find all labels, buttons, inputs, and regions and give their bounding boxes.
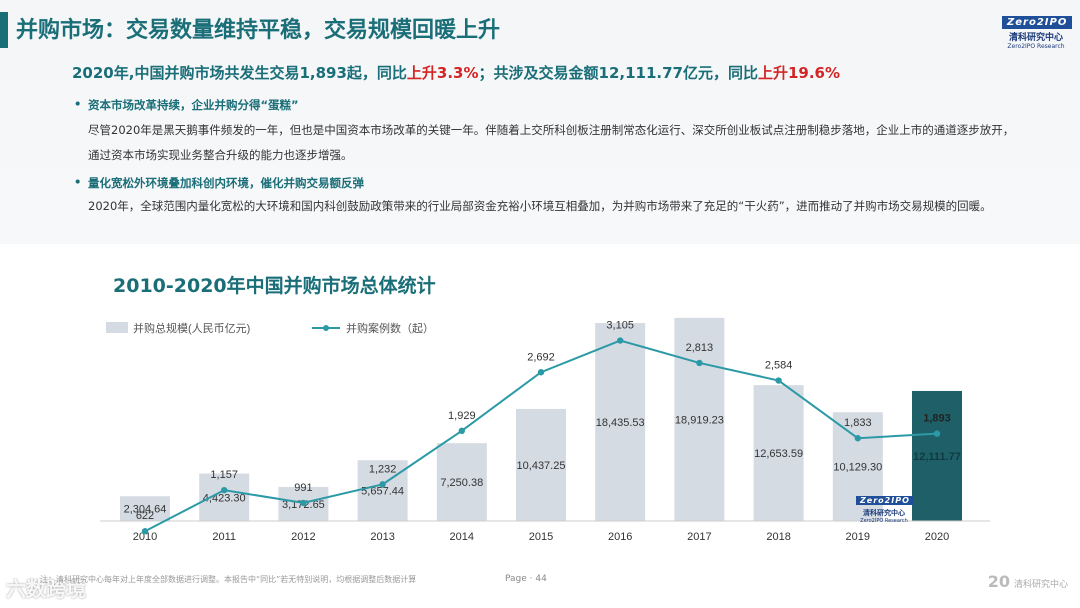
bar-2011	[199, 473, 250, 521]
top-background	[0, 0, 1080, 244]
point-label-2017: 2,813	[686, 342, 714, 354]
x-tick-2018: 2018	[766, 531, 790, 543]
chart-title: 2010-2020年中国并购市场总体统计	[113, 275, 436, 297]
point-2014	[458, 427, 465, 435]
chart-logo-mark: Zero2IPO	[856, 496, 914, 505]
bullet-1-title: 资本市场改革持续，企业并购分得“蛋糕”	[74, 97, 299, 113]
point-2020	[933, 430, 941, 437]
bar-2010	[120, 496, 170, 521]
bullet-1-text: 尽管2020年是黑天鹅事件频发的一年，但也是中国资本市场改革的关键一年。伴随着上…	[88, 123, 1015, 162]
page-title: 并购市场：交易数量维持平稳，交易规模回暖上升	[16, 18, 501, 43]
bar-label-2020: 12,111.77	[913, 451, 961, 463]
x-tick-2012: 2012	[291, 531, 315, 543]
logo-en-text: Zero2IPO Research	[1007, 43, 1065, 50]
legend-bar-swatch	[106, 322, 128, 333]
point-label-2010: 622	[136, 510, 154, 522]
x-tick-2019: 2019	[846, 531, 870, 543]
legend-line-marker	[323, 325, 329, 331]
point-2015	[537, 369, 545, 376]
bar-2013	[357, 460, 408, 521]
headline-part1: 2020年,中国并购市场共发生交易1,893起，同比	[72, 64, 407, 82]
zero2ipo-logo: Zero2IPO 清科研究中心 Zero2IPO Research	[1002, 10, 1073, 50]
bar-2020	[912, 390, 962, 521]
bullet-2-title: 量化宽松外环境叠加科创内环境，催化并购交易额反弹	[74, 175, 364, 191]
headline-red1: 上升3.3%	[406, 64, 479, 82]
bar-label-2010: 2,304.64	[124, 504, 167, 516]
point-label-2011: 1,157	[210, 469, 238, 481]
point-label-2013: 1,232	[369, 463, 397, 475]
bar-2015	[516, 408, 566, 521]
chart-logo-cn: 清科研究中心	[863, 509, 905, 517]
point-label-2018: 2,584	[765, 360, 793, 372]
bullet-2-text: 2020年，全球范围内量化宽松的大环境和国内科创鼓励政策带来的行业局部资金充裕小…	[88, 199, 992, 213]
point-2012	[300, 499, 307, 507]
bar-label-2014: 7,250.38	[440, 477, 483, 489]
point-2013	[379, 481, 386, 488]
footer-brand-number: 20	[987, 572, 1010, 591]
bar-label-2019: 10,129.30	[833, 462, 882, 474]
logo-mark: Zero2IPO	[1002, 16, 1073, 29]
headline-red2: 上升19.6%	[757, 64, 841, 82]
legend-line-label: 并购案例数（起）	[346, 321, 434, 335]
point-2010	[141, 528, 149, 535]
bar-2017	[674, 317, 725, 521]
x-tick-2014: 2014	[450, 531, 474, 543]
bar-label-2016: 18,435.53	[596, 417, 645, 429]
bar-label-2013: 5,657.44	[361, 486, 404, 498]
point-label-2016: 3,105	[606, 320, 634, 332]
x-tick-2020: 2020	[925, 531, 949, 543]
chart-logo-en: Zero2IPO Research	[860, 518, 908, 524]
footer-note: 注：清科研究中心每年对上年度全部数据进行调整。本报告中“同比”若无特别说明，均根…	[40, 575, 417, 584]
point-label-2020: 1,893	[923, 413, 951, 425]
bar-label-2018: 12,653.59	[754, 448, 803, 460]
footer-brand: 20 清科研究中心	[988, 572, 1068, 591]
point-2011	[221, 486, 228, 494]
point-2018	[775, 377, 782, 384]
x-tick-2017: 2017	[687, 531, 711, 543]
headline-part2: ；共涉及交易金额12,111.77亿元，同比	[478, 64, 758, 82]
point-2016	[617, 337, 624, 344]
bar-label-2017: 18,919.23	[675, 414, 724, 426]
x-tick-2013: 2013	[370, 531, 394, 543]
headline: 2020年,中国并购市场共发生交易1,893起，同比上升3.3%；共涉及交易金额…	[72, 62, 840, 83]
bar-2016	[595, 323, 646, 521]
point-label-2015: 2,692	[527, 351, 555, 363]
logo-cn-text: 清科研究中心	[1008, 33, 1063, 43]
bar-2018	[753, 385, 804, 521]
point-label-2019: 1,833	[844, 417, 872, 429]
footer-brand-text: 清科研究中心	[1013, 580, 1068, 590]
page-number: Page · 44	[505, 574, 547, 584]
point-2019	[854, 435, 861, 442]
watermark-logo: 六数跨境	[6, 577, 86, 601]
point-label-2014: 1,929	[448, 410, 476, 422]
x-tick-2015: 2015	[529, 531, 553, 543]
x-tick-2010: 2010	[133, 531, 157, 543]
title-accent-bar	[0, 12, 8, 48]
chart-logo: Zero2IPO 清科研究中心 Zero2IPO Research	[856, 488, 914, 524]
bar-label-2015: 10,437.25	[517, 460, 566, 472]
x-tick-2011: 2011	[212, 531, 236, 543]
x-tick-2016: 2016	[608, 531, 632, 543]
point-2017	[696, 359, 703, 367]
point-label-2012: 991	[294, 482, 312, 494]
legend-bar-label: 并购总规模(人民币亿元)	[133, 321, 250, 335]
bar-2014	[436, 443, 487, 521]
